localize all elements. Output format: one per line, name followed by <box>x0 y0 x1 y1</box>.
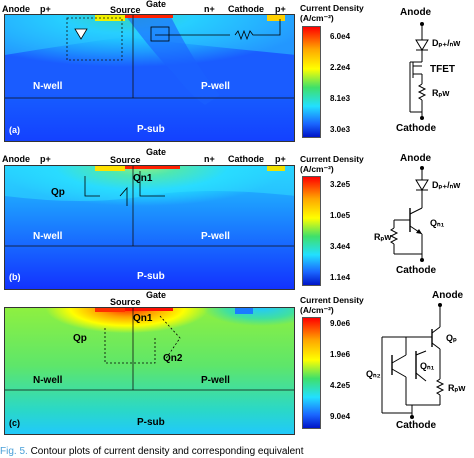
circuit-qn1-label: Qₙ₁ <box>430 218 445 228</box>
equivalent-circuit-b: Anode Dₚ₊/ₙw Qₙ₁ Rₚw Cathode <box>374 148 474 293</box>
panel-c: Source Gate <box>0 290 474 438</box>
colorbar-b <box>302 176 321 286</box>
colorbar-title-a: Current Density <box>300 3 364 13</box>
circuit-schematic-b <box>389 166 429 262</box>
panel-tag-b: (b) <box>9 272 21 282</box>
circuit-diode-label: Dₚ₊/ₙw <box>432 38 461 48</box>
colorbar-tick: 6.0e4 <box>330 32 351 41</box>
cathode-label: Cathode <box>228 4 264 14</box>
equivalent-circuit-a: Anode Dₚ₊/ₙw TFET Rₚw Cathode <box>380 0 474 145</box>
contour-plot-b: Qp Qn1 N-well P-well P-sub (b) <box>4 165 295 290</box>
source-label: Source <box>110 297 141 307</box>
circuit-schematic-a <box>409 22 429 120</box>
figure-number: Fig. 5. <box>0 446 28 457</box>
n-plus-label: n+ <box>204 154 215 164</box>
gate-label: Gate <box>146 0 167 9</box>
contour-map-c <box>5 308 294 434</box>
nwell-label: N-well <box>33 231 63 242</box>
colorbar-tick: 3.0e3 <box>330 125 351 134</box>
anode-label: Anode <box>2 4 30 14</box>
psub-label: P-sub <box>137 271 165 282</box>
circuit-anode-label: Anode <box>400 153 432 164</box>
circuit-qp-label: Qₚ <box>446 333 457 343</box>
anode-label: Anode <box>2 154 30 164</box>
psub-label: P-sub <box>137 417 165 428</box>
colorbar-unit-a: (A/cm⁻²) <box>300 13 334 23</box>
circuit-diode-label: Dₚ₊/ₙw <box>432 180 461 190</box>
panel-b: Anode p+ Source Gate n+ Cathode p+ <box>0 147 474 293</box>
circuit-resistor-label: Rₚw <box>432 88 450 98</box>
colorbar-tick: 2.2e4 <box>330 63 351 72</box>
colorbar-tick: 1.9e6 <box>330 350 351 359</box>
colorbar-tick: 9.0e4 <box>330 412 351 421</box>
panel-tag-a: (a) <box>9 125 20 135</box>
source-label: Source <box>110 5 141 15</box>
figure-caption: Fig. 5. Contour plots of current density… <box>0 446 474 458</box>
circuit-anode-label: Anode <box>432 290 464 301</box>
contour-map-b <box>5 166 294 289</box>
gate-label: Gate <box>146 290 167 300</box>
circuit-qn2-label: Qₙ₂ <box>366 369 381 379</box>
qn2-label: Qn2 <box>163 353 183 364</box>
circuit-cathode-label: Cathode <box>396 265 436 276</box>
circuit-anode-label: Anode <box>400 7 432 18</box>
p-plus-right-label: p+ <box>275 154 286 164</box>
circuit-resistor-label: Rₚw <box>448 383 466 393</box>
panel-tag-c: (c) <box>9 418 20 428</box>
p-plus-right-label: p+ <box>275 4 286 14</box>
contour-plot-c: Qp Qn1 Qn2 N-well P-well P-sub (c) <box>4 307 295 435</box>
colorbar-unit-c: (A/cm⁻²) <box>300 305 334 315</box>
colorbar-tick: 8.1e3 <box>330 94 351 103</box>
circuit-cathode-label: Cathode <box>396 420 436 431</box>
equivalent-circuit-c: Anode Qₚ Qₙ₂ Qₙ₁ <box>360 290 474 443</box>
colorbar-c <box>302 317 321 429</box>
circuit-tfet-label: TFET <box>430 64 455 75</box>
source-label: Source <box>110 155 141 165</box>
gate-label: Gate <box>146 147 167 157</box>
colorbar-title-c: Current Density <box>300 295 364 305</box>
n-plus-label: n+ <box>204 4 215 14</box>
p-plus-left-label: p+ <box>40 154 51 164</box>
circuit-resistor-label: Rₚw <box>374 232 392 242</box>
qn1-label: Qn1 <box>133 173 153 184</box>
contour-map-a <box>5 15 294 141</box>
qp-label: Qp <box>51 187 65 198</box>
colorbar-a <box>302 26 321 138</box>
colorbar-tick: 3.2e5 <box>330 180 351 189</box>
nwell-label: N-well <box>33 375 63 386</box>
psub-label: P-sub <box>137 124 165 135</box>
pwell-label: P-well <box>201 81 230 92</box>
circuit-schematic-c <box>381 303 445 419</box>
colorbar-title-b: Current Density <box>300 154 364 164</box>
cathode-label: Cathode <box>228 154 264 164</box>
colorbar-tick: 9.0e6 <box>330 319 351 328</box>
colorbar-tick: 3.4e4 <box>330 242 351 251</box>
colorbar-tick: 4.2e5 <box>330 381 351 390</box>
contour-plot-a: N-well P-well P-sub (a) <box>4 14 295 142</box>
qp-label: Qp <box>73 333 87 344</box>
colorbar-tick: 1.1e4 <box>330 273 351 282</box>
panel-a: Anode p+ Source Gate n+ Cathode p+ <box>0 0 474 145</box>
colorbar-tick: 1.0e5 <box>330 211 351 220</box>
colorbar-unit-b: (A/cm⁻²) <box>300 164 334 174</box>
p-plus-left-label: p+ <box>40 4 51 14</box>
circuit-cathode-label: Cathode <box>396 123 436 134</box>
caption-text: Contour plots of current density and cor… <box>27 446 304 457</box>
qn1-label: Qn1 <box>133 313 153 324</box>
nwell-label: N-well <box>33 81 63 92</box>
pwell-label: P-well <box>201 375 230 386</box>
circuit-qn1-label: Qₙ₁ <box>420 361 435 371</box>
pwell-label: P-well <box>201 231 230 242</box>
